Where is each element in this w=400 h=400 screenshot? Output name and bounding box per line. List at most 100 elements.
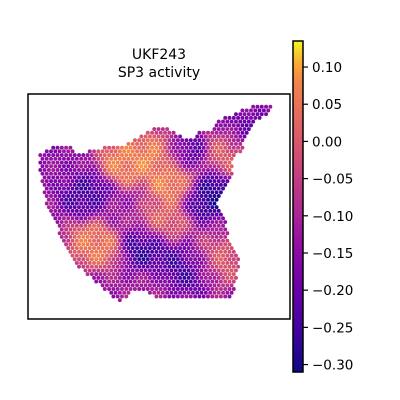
spot (215, 242, 219, 246)
spot (103, 220, 107, 224)
spot (77, 175, 81, 179)
spot (187, 142, 191, 146)
spot (111, 161, 115, 165)
spot (206, 153, 210, 157)
spot (56, 161, 60, 165)
spot (41, 157, 45, 161)
spot (109, 239, 113, 243)
spot (197, 287, 201, 291)
spot (182, 216, 186, 220)
colorbar-tick-label: −0.10 (312, 209, 353, 225)
spot (204, 201, 208, 205)
spot (111, 280, 115, 284)
spot (210, 280, 214, 284)
spot (60, 146, 64, 150)
spot (170, 261, 174, 265)
spot (163, 146, 167, 150)
spot (94, 213, 98, 217)
spot (94, 161, 98, 165)
spot (133, 242, 137, 246)
spot (191, 201, 195, 205)
spot (195, 157, 199, 161)
spot (182, 268, 186, 272)
spot (116, 190, 120, 194)
spot (197, 168, 201, 172)
spot (178, 283, 182, 287)
spot (135, 254, 139, 258)
spot (178, 135, 182, 139)
spot (109, 209, 113, 213)
spot (120, 280, 124, 284)
spot (68, 250, 72, 254)
spot (53, 216, 57, 220)
spot (167, 257, 171, 261)
spot (165, 209, 169, 213)
spot (124, 190, 128, 194)
spot (170, 224, 174, 228)
spot (150, 183, 154, 187)
spot (193, 280, 197, 284)
spot (81, 183, 85, 187)
spot (99, 250, 103, 254)
spot (170, 283, 174, 287)
spot (135, 276, 139, 280)
spot (144, 268, 148, 272)
spot (118, 261, 122, 265)
spot (79, 209, 83, 213)
spot (189, 287, 193, 291)
spot (206, 161, 210, 165)
spot (187, 216, 191, 220)
spot (146, 190, 150, 194)
spot (144, 231, 148, 235)
spot (191, 164, 195, 168)
spot (161, 209, 165, 213)
spot (213, 194, 217, 198)
spot (118, 164, 122, 168)
spot (122, 291, 126, 295)
spot (150, 198, 154, 202)
spot (120, 287, 124, 291)
spot (146, 228, 150, 232)
spot (146, 220, 150, 224)
spot (185, 153, 189, 157)
spot (133, 198, 137, 202)
spot (221, 179, 225, 183)
spot (142, 265, 146, 269)
spot (230, 120, 234, 124)
spot (221, 224, 225, 228)
spot (182, 231, 186, 235)
spot (148, 246, 152, 250)
spot (124, 153, 128, 157)
spot (99, 257, 103, 261)
spot (180, 294, 184, 298)
spot (120, 198, 124, 202)
spot (157, 127, 161, 131)
spot (152, 283, 156, 287)
spot (172, 168, 176, 172)
spot (144, 149, 148, 153)
spot (157, 261, 161, 265)
spot (79, 261, 83, 265)
spot (92, 149, 96, 153)
spot (137, 161, 141, 165)
spot (64, 205, 68, 209)
spot (193, 272, 197, 276)
spot (43, 153, 47, 157)
spot (105, 246, 109, 250)
spot (105, 187, 109, 191)
spot (189, 190, 193, 194)
spot (206, 138, 210, 142)
spot (187, 149, 191, 153)
spot (150, 220, 154, 224)
spot (142, 213, 146, 217)
spot (163, 294, 167, 298)
spot (236, 123, 240, 127)
spot (53, 194, 57, 198)
spot (163, 175, 167, 179)
spot (245, 131, 249, 135)
spot (161, 201, 165, 205)
spot (144, 254, 148, 258)
spot (152, 291, 156, 295)
spot (210, 161, 214, 165)
